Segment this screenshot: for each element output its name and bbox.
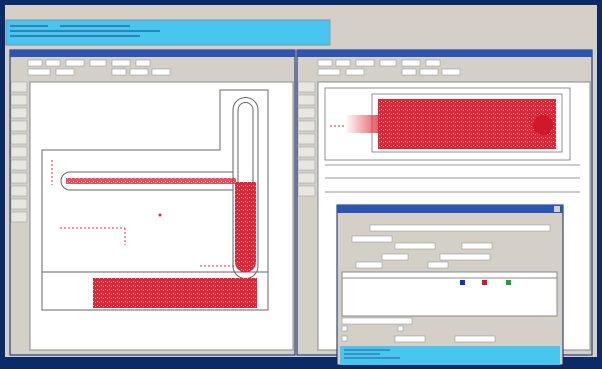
close-button[interactable] xyxy=(554,206,560,212)
marker-dot xyxy=(158,213,162,217)
left-window xyxy=(9,49,296,356)
dialog xyxy=(336,204,564,366)
fluid-block xyxy=(93,278,257,308)
dialog-controls[interactable] xyxy=(341,317,496,343)
output-panel xyxy=(5,19,331,46)
title-bar xyxy=(297,50,592,57)
title-bar xyxy=(10,50,295,57)
swatch xyxy=(482,280,487,285)
swatch xyxy=(460,280,465,285)
swatch xyxy=(506,280,511,285)
geometry xyxy=(41,89,269,311)
dialog-title-bar xyxy=(337,205,563,213)
fluid-column xyxy=(235,182,256,273)
fluid-droplet xyxy=(533,115,553,135)
fluid-tail xyxy=(345,115,379,133)
fluid-block xyxy=(378,99,556,149)
dialog-output-lines xyxy=(344,349,400,359)
side-toolbar xyxy=(10,81,28,223)
fluid-channel xyxy=(66,178,236,184)
dialog-fields[interactable] xyxy=(351,224,551,269)
output-text-lines xyxy=(10,25,160,37)
toolbar xyxy=(27,59,171,76)
dialog-output xyxy=(340,346,560,365)
markers xyxy=(51,160,240,267)
dialog-table xyxy=(341,271,558,317)
toolbar xyxy=(317,59,461,76)
side-toolbar xyxy=(297,81,316,197)
